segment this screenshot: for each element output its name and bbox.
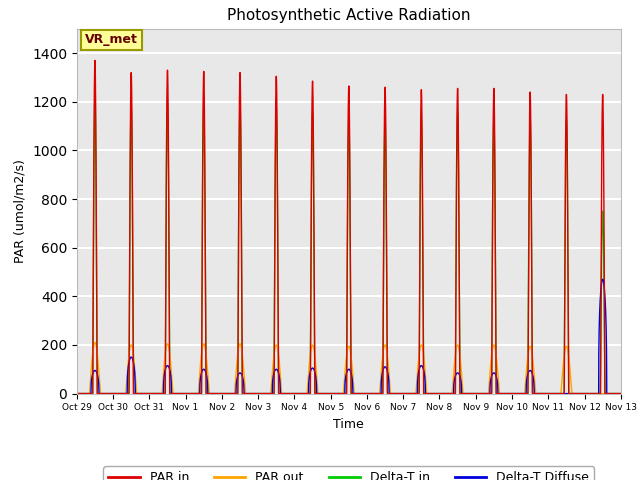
PAR in	[616, 391, 623, 396]
Delta-T Diffuse	[73, 391, 81, 396]
PAR out	[546, 391, 554, 396]
Delta-T in	[616, 391, 623, 396]
Line: Delta-T Diffuse: Delta-T Diffuse	[77, 279, 621, 394]
PAR in	[617, 391, 625, 396]
PAR in	[73, 391, 81, 396]
PAR out	[317, 391, 325, 396]
Delta-T Diffuse	[609, 391, 617, 396]
Delta-T in	[609, 391, 617, 396]
PAR out	[609, 391, 617, 396]
PAR in	[317, 391, 325, 396]
Delta-T Diffuse	[317, 391, 325, 396]
PAR in	[609, 391, 617, 396]
Delta-T Diffuse	[561, 391, 568, 396]
Delta-T in	[546, 391, 554, 396]
Delta-T Diffuse	[616, 391, 623, 396]
Delta-T in	[617, 391, 625, 396]
X-axis label: Time: Time	[333, 418, 364, 431]
Y-axis label: PAR (umol/m2/s): PAR (umol/m2/s)	[13, 159, 26, 263]
Delta-T in	[91, 95, 99, 101]
PAR out	[73, 391, 81, 396]
Delta-T Diffuse	[599, 276, 607, 282]
Delta-T in	[420, 391, 428, 396]
Line: PAR out: PAR out	[77, 343, 621, 394]
Title: Photosynthetic Active Radiation: Photosynthetic Active Radiation	[227, 9, 470, 24]
Delta-T in	[561, 291, 568, 297]
Delta-T Diffuse	[546, 391, 554, 396]
Delta-T Diffuse	[617, 391, 625, 396]
PAR in	[420, 391, 428, 396]
Legend: PAR in, PAR out, Delta-T in, Delta-T Diffuse: PAR in, PAR out, Delta-T in, Delta-T Dif…	[104, 467, 594, 480]
Line: Delta-T in: Delta-T in	[77, 98, 621, 394]
PAR in	[91, 58, 99, 63]
PAR out	[561, 349, 568, 355]
PAR out	[616, 391, 623, 396]
Delta-T Diffuse	[420, 369, 428, 374]
Text: VR_met: VR_met	[85, 34, 138, 47]
PAR in	[561, 299, 568, 305]
PAR out	[91, 340, 99, 346]
PAR out	[617, 391, 625, 396]
PAR out	[420, 356, 428, 361]
Line: PAR in: PAR in	[77, 60, 621, 394]
Delta-T in	[317, 391, 325, 396]
PAR in	[546, 391, 554, 396]
Delta-T in	[73, 391, 81, 396]
